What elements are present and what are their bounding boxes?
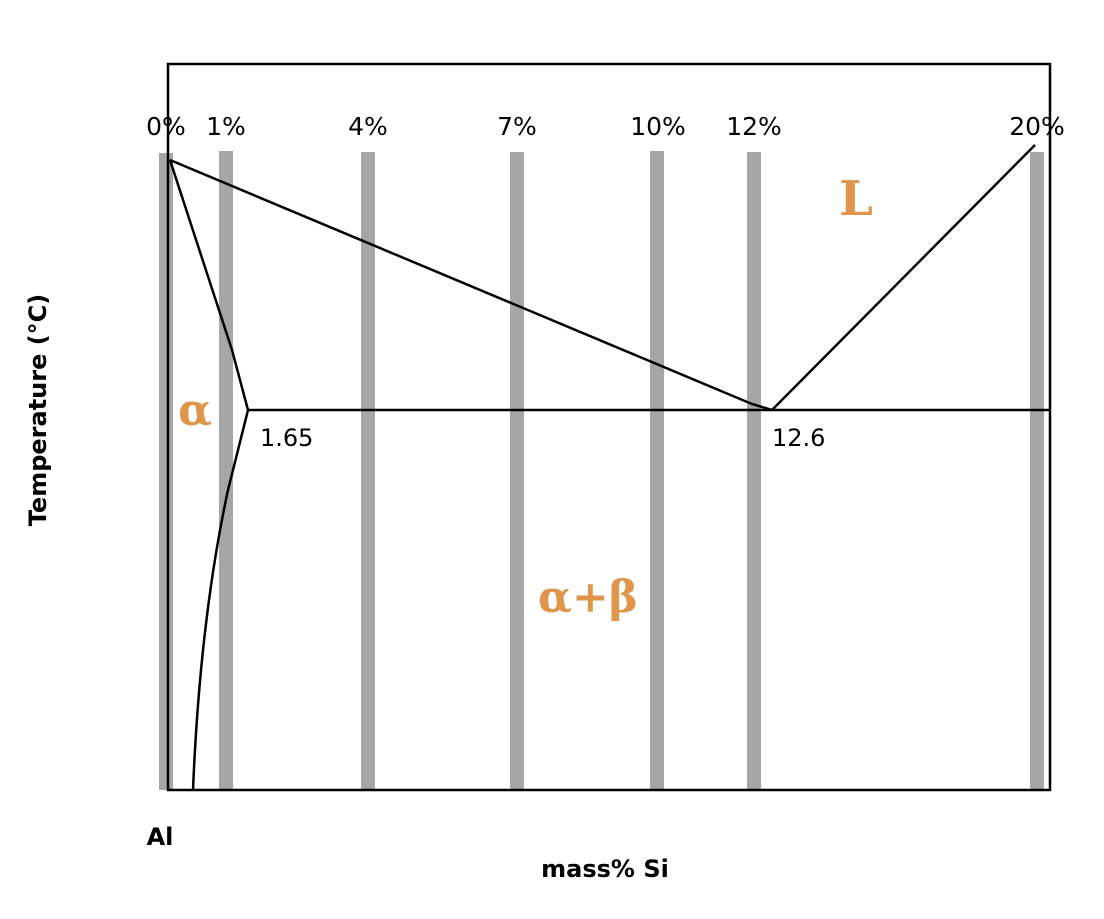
point-label: 1.65 [260,424,313,452]
phase-label: α+β [538,572,638,623]
y-axis-title: Temperature (°C) [24,294,52,527]
composition-label: 7% [497,112,537,141]
composition-bar [159,153,173,790]
composition-label: 12% [726,112,782,141]
composition-bar [650,151,664,790]
composition-bar [510,152,524,790]
origin-label: Al [147,823,174,851]
composition-label: 20% [1009,112,1065,141]
phase-label: L [839,171,873,227]
phase-label: α [178,385,212,436]
frame [166,62,1052,792]
composition-label: 10% [630,112,686,141]
x-axis-title: mass% Si [541,855,669,883]
liquidus [169,144,1036,412]
composition-label: 4% [348,112,388,141]
composition-label: 1% [206,112,246,141]
solvus [168,159,250,791]
composition-bar [747,152,761,790]
composition-bar [1030,152,1044,790]
composition-label: 0% [146,112,186,141]
point-label: 12.6 [772,424,825,452]
composition-bar [219,151,233,790]
composition-bar [361,152,375,790]
